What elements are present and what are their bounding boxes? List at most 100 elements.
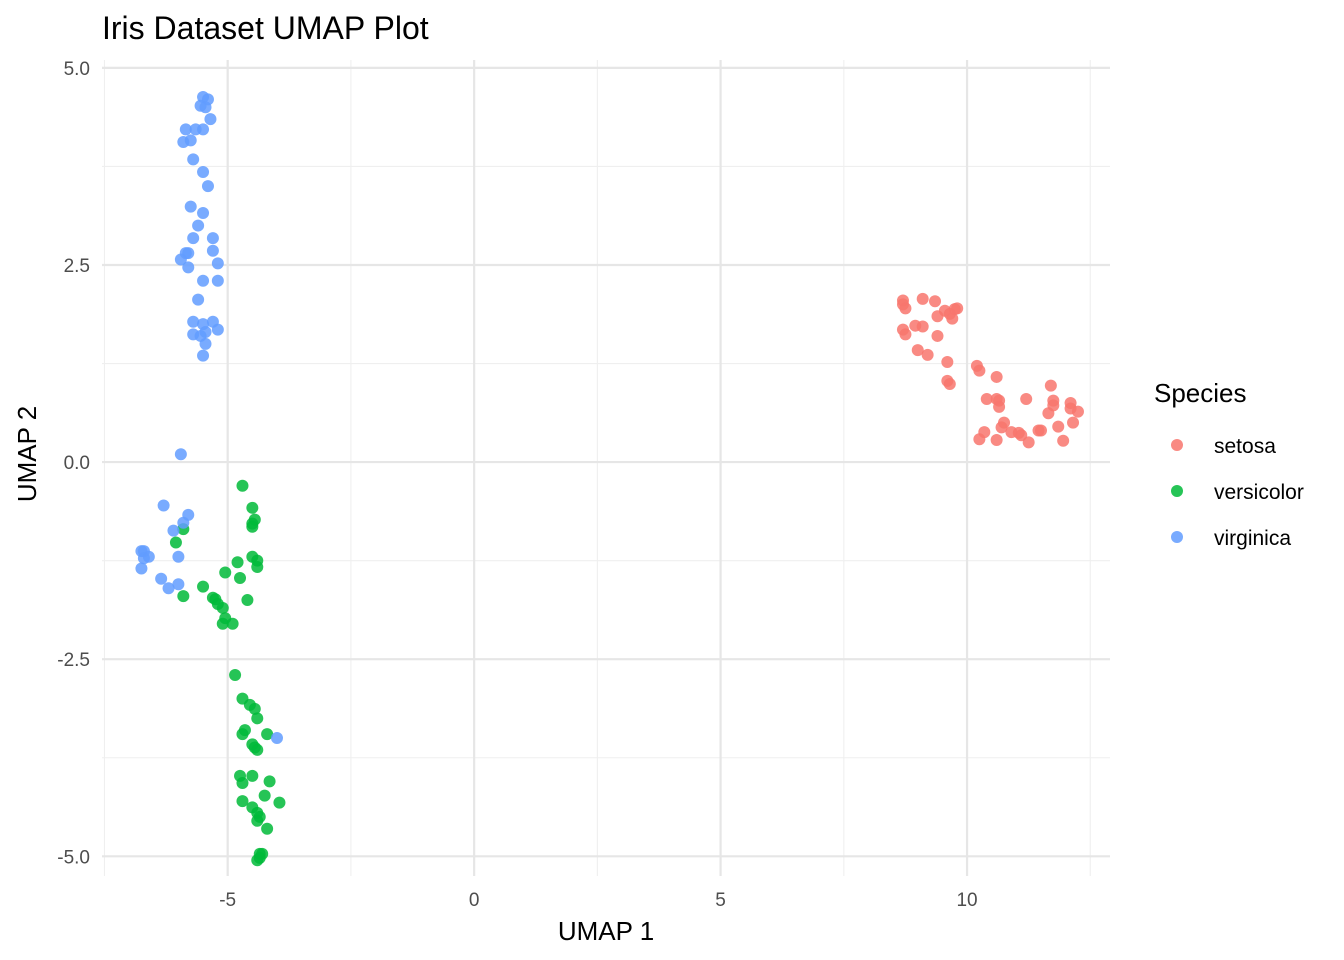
virginica-point	[187, 232, 200, 245]
virginica-point	[206, 232, 219, 245]
virginica-point	[184, 200, 197, 213]
virginica-point	[192, 293, 205, 306]
versicolor-point	[236, 795, 249, 808]
setosa-point	[911, 344, 924, 357]
versicolor-point	[236, 776, 249, 789]
versicolor-point	[226, 617, 239, 630]
virginica-point	[199, 101, 212, 114]
versicolor-point	[248, 702, 261, 715]
virginica-point	[211, 274, 224, 287]
virginica-point	[270, 732, 283, 745]
setosa-point	[1015, 429, 1028, 442]
grid-lines	[102, 60, 1110, 876]
virginica-point	[179, 123, 192, 136]
y-tick-label: -5.0	[57, 847, 90, 868]
setosa-point	[980, 393, 993, 406]
setosa-point	[990, 434, 1003, 447]
versicolor-point	[177, 590, 190, 603]
legend-key-setosa	[1171, 439, 1183, 451]
versicolor-point	[219, 566, 232, 579]
versicolor-point	[231, 556, 244, 569]
virginica-point	[172, 578, 185, 591]
setosa-point	[916, 292, 929, 305]
setosa-point	[946, 312, 959, 325]
setosa-point	[931, 310, 944, 323]
versicolor-point	[261, 822, 274, 835]
virginica-point	[206, 244, 219, 257]
versicolor-point	[234, 571, 247, 584]
legend-label-virginica: virginica	[1214, 527, 1291, 550]
versicolor-point	[251, 560, 264, 573]
x-tick-label: 10	[956, 890, 977, 911]
versicolor-point	[169, 536, 182, 549]
virginica-point	[157, 499, 170, 512]
versicolor-point	[246, 501, 259, 514]
virginica-point	[184, 134, 197, 147]
y-tick-label: 5.0	[64, 59, 90, 80]
x-tick-label: 5	[715, 890, 726, 911]
setosa-point	[951, 302, 964, 315]
setosa-point	[1044, 379, 1057, 392]
virginica-point	[172, 550, 185, 563]
x-axis-title: UMAP 1	[558, 916, 654, 946]
versicolor-point	[229, 668, 242, 681]
virginica-point	[155, 572, 168, 585]
legend: Species setosa versicolor virginica	[1154, 378, 1304, 550]
chart-title: Iris Dataset UMAP Plot	[102, 10, 429, 46]
versicolor-point	[251, 712, 264, 725]
versicolor-point	[216, 601, 229, 614]
y-tick-label: 0.0	[64, 453, 90, 474]
setosa-point	[973, 364, 986, 377]
versicolor-point	[241, 594, 254, 607]
versicolor-point	[251, 854, 264, 867]
setosa-point	[1067, 416, 1080, 429]
versicolor-point	[251, 814, 264, 827]
setosa-point	[1042, 407, 1055, 420]
versicolor-point	[263, 775, 276, 788]
setosa-point	[990, 370, 1003, 383]
virginica-point	[197, 349, 210, 362]
setosa-point	[943, 378, 956, 391]
versicolor-point	[258, 789, 271, 802]
y-axis-title: UMAP 2	[12, 406, 42, 502]
setosa-point	[1052, 420, 1065, 433]
virginica-point	[197, 123, 210, 136]
virginica-point	[204, 113, 217, 126]
virginica-point	[137, 552, 150, 565]
versicolor-point	[246, 520, 259, 533]
setosa-point	[993, 400, 1006, 413]
virginica-point	[174, 448, 187, 461]
setosa-point	[973, 433, 986, 446]
legend-label-versicolor: versicolor	[1214, 481, 1304, 504]
setosa-point	[1057, 434, 1070, 447]
virginica-point	[187, 153, 200, 166]
setosa-point	[1020, 393, 1033, 406]
virginica-point	[197, 165, 210, 178]
virginica-point	[192, 219, 205, 232]
versicolor-point	[261, 728, 274, 741]
virginica-point	[135, 562, 148, 575]
versicolor-point	[251, 743, 264, 756]
setosa-point	[899, 328, 912, 341]
setosa-point	[1071, 405, 1084, 418]
setosa-point	[916, 320, 929, 333]
virginica-point	[182, 261, 195, 274]
virginica-point	[177, 516, 190, 529]
virginica-point	[187, 315, 200, 328]
versicolor-point	[236, 479, 249, 492]
setosa-point	[1034, 424, 1047, 437]
versicolor-point	[216, 617, 229, 630]
versicolor-point	[246, 769, 259, 782]
setosa-point	[931, 329, 944, 342]
legend-label-setosa: setosa	[1214, 435, 1276, 458]
virginica-point	[167, 524, 180, 537]
setosa-point	[921, 348, 934, 361]
legend-key-virginica	[1171, 531, 1183, 543]
legend-title: Species	[1154, 378, 1247, 408]
virginica-point	[162, 582, 175, 595]
data-points	[135, 91, 1084, 867]
setosa-point	[929, 295, 942, 308]
virginica-point	[201, 180, 214, 193]
